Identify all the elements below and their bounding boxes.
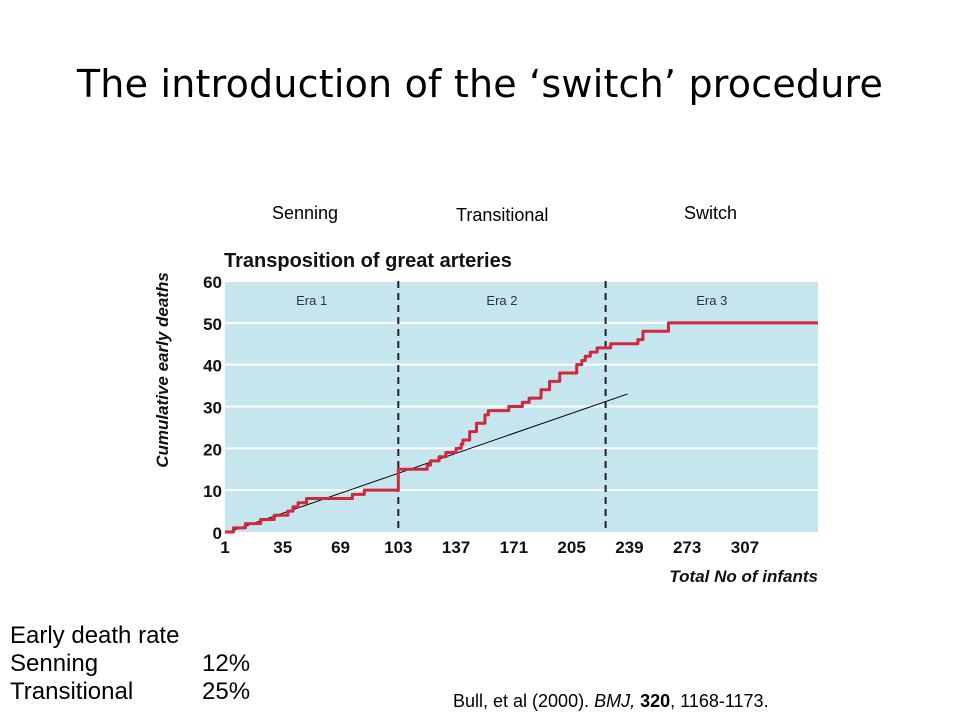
era-label-switch: Switch xyxy=(684,203,738,223)
era-label: Era 1 xyxy=(296,293,327,308)
x-tick-label: 273 xyxy=(673,538,701,557)
y-tick-label: 10 xyxy=(203,482,222,501)
y-tick-label: 60 xyxy=(203,273,222,292)
rate-row-senning: Senning 12% xyxy=(10,650,250,678)
x-tick-label: 103 xyxy=(384,538,412,557)
y-tick-label: 20 xyxy=(203,440,222,459)
era-label: Era 3 xyxy=(696,293,727,308)
y-axis-label: Cumulative early deaths xyxy=(153,272,172,468)
rate-label: Transitional xyxy=(10,678,134,705)
reference-line xyxy=(228,393,628,533)
rate-value: 25% xyxy=(202,678,251,705)
death-curve xyxy=(225,321,818,534)
x-tick-label: 205 xyxy=(557,538,585,557)
x-axis-label: Total No of infants xyxy=(669,567,818,586)
x-tick-label: 171 xyxy=(500,538,528,557)
citation-pages: , 1168-1173. xyxy=(670,691,769,711)
x-tick-label: 239 xyxy=(615,538,643,557)
y-tick-label: 40 xyxy=(203,357,222,376)
slide-title: The introduction of the ‘switch’ procedu… xyxy=(76,62,884,106)
citation-journal: BMJ, xyxy=(594,691,636,711)
y-tick-label: 50 xyxy=(203,315,222,334)
x-tick-label: 137 xyxy=(442,538,470,557)
rate-row-transitional: Transitional 25% xyxy=(10,678,250,706)
chart-title: Transposition of great arteries xyxy=(224,250,512,272)
citation: Bull, et al (2000). BMJ, 320, 1168-1173. xyxy=(453,691,769,712)
rate-label: Senning xyxy=(10,650,99,677)
rate-value: 12% xyxy=(202,650,251,677)
rates-heading: Early death rate xyxy=(10,622,180,649)
era-label: Era 2 xyxy=(486,293,517,308)
y-tick-label: 30 xyxy=(203,399,222,418)
era-label-transitional: Transitional xyxy=(456,205,549,225)
x-tick-label: 1 xyxy=(220,538,229,557)
x-tick-label: 35 xyxy=(273,538,292,557)
early-death-rate-block: Early death rate Senning 12% Transitiona… xyxy=(10,622,250,706)
y-tick-label: 0 xyxy=(213,524,222,543)
era-label-senning: Senning xyxy=(272,203,339,223)
citation-authors: Bull, et al (2000). xyxy=(453,691,595,711)
x-tick-label: 69 xyxy=(331,538,350,557)
x-tick-label: 307 xyxy=(731,538,759,557)
citation-volume: 320 xyxy=(640,691,671,711)
